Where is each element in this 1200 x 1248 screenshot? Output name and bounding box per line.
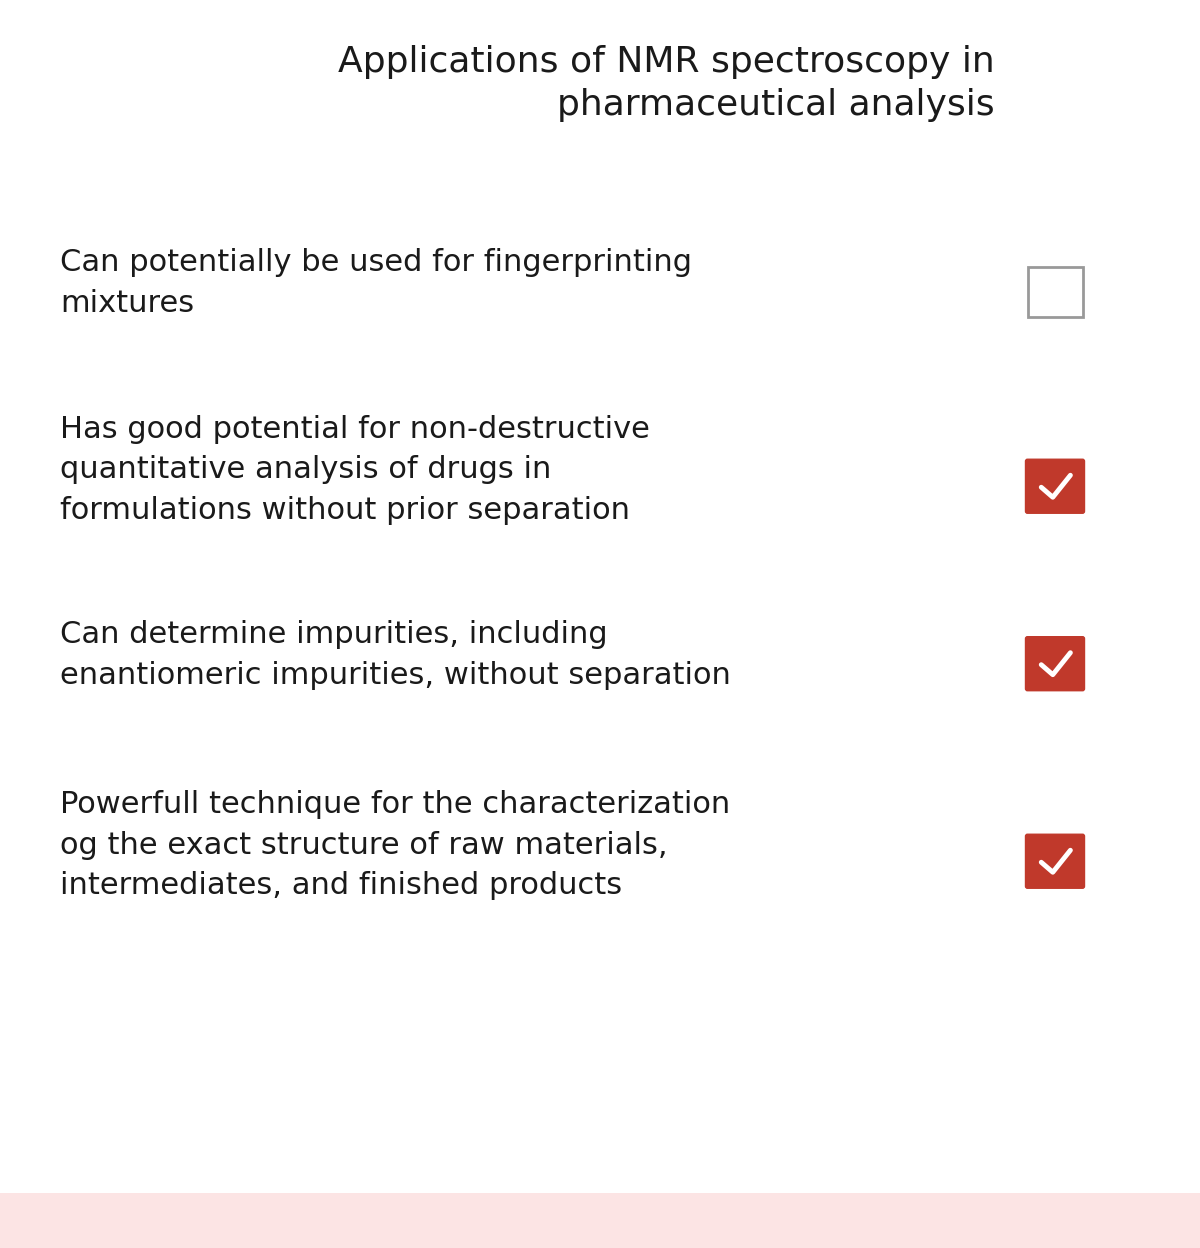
Text: Has good potential for non-destructive
quantitative analysis of drugs in
formula: Has good potential for non-destructive q… [60,416,650,525]
FancyBboxPatch shape [1026,459,1085,513]
Text: Can determine impurities, including
enantiomeric impurities, without separation: Can determine impurities, including enan… [60,620,731,689]
Text: Powerfull technique for the characterization
og the exact structure of raw mater: Powerfull technique for the characteriza… [60,790,731,900]
Text: Applications of NMR spectroscopy in
pharmaceutical analysis: Applications of NMR spectroscopy in phar… [338,45,995,122]
FancyBboxPatch shape [1026,636,1085,690]
Bar [0,1193,1200,1248]
Bar [1027,267,1082,317]
FancyBboxPatch shape [1026,834,1085,889]
Text: Can potentially be used for fingerprinting
mixtures: Can potentially be used for fingerprinti… [60,248,692,317]
